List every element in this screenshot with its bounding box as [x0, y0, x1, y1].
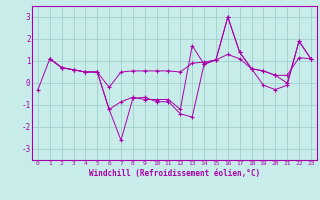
X-axis label: Windchill (Refroidissement éolien,°C): Windchill (Refroidissement éolien,°C)	[89, 169, 260, 178]
